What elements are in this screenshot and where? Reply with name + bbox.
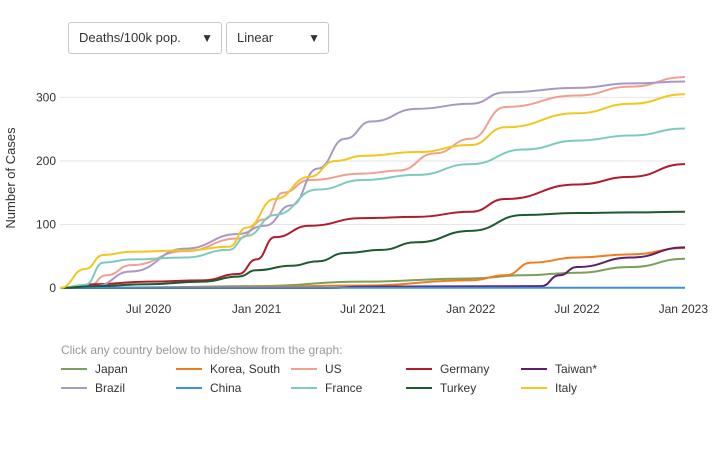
scale-select-value: Linear <box>237 30 274 45</box>
legend-label: China <box>210 381 242 395</box>
y-tick-label: 200 <box>36 154 56 168</box>
x-tick-label: Jan 2021 <box>232 302 282 316</box>
y-tick-label: 100 <box>36 217 56 231</box>
legend-swatch <box>521 367 547 370</box>
x-tick-label: Jul 2021 <box>340 302 386 316</box>
legend-item-china[interactable]: China <box>176 381 241 397</box>
legend-item-us[interactable]: US <box>291 362 342 378</box>
series-line-us[interactable] <box>59 76 686 289</box>
legend-hint: Click any country below to hide/show fro… <box>61 343 343 357</box>
legend-swatch <box>176 386 202 389</box>
series-line-korea-south[interactable] <box>59 246 686 289</box>
legend-label: Taiwan* <box>555 362 598 376</box>
metric-select-value: Deaths/100k pop. <box>79 30 181 45</box>
legend-label: Germany <box>440 362 490 376</box>
y-axis-label: Number of Cases <box>3 127 18 229</box>
metric-select[interactable]: Deaths/100k pop. ▼ <box>68 22 222 54</box>
legend-item-germany[interactable]: Germany <box>406 362 489 378</box>
y-tick-label: 300 <box>36 90 56 104</box>
legend-swatch <box>291 367 317 370</box>
legend-swatch <box>176 367 202 370</box>
legend-item-turkey[interactable]: Turkey <box>406 381 476 397</box>
scale-select[interactable]: Linear ▼ <box>226 22 329 54</box>
legend-item-taiwan[interactable]: Taiwan* <box>521 362 597 378</box>
legend-swatch <box>406 367 432 370</box>
line-chart: 0 100 200 300 Jul 2020 Jan 2021 Jul 2021 Jan 2… <box>3 76 709 316</box>
legend-label: Turkey <box>440 381 477 395</box>
series-line-italy[interactable] <box>59 93 686 289</box>
series-line-turkey[interactable] <box>59 210 686 289</box>
legend-swatch <box>406 386 432 389</box>
legend-item-france[interactable]: France <box>291 381 362 397</box>
x-tick-label: Jan 2022 <box>446 302 496 316</box>
chevron-down-icon: ▼ <box>201 31 213 45</box>
legend-label: Japan <box>95 362 128 376</box>
legend-label: Korea, South <box>210 362 281 376</box>
series-line-germany[interactable] <box>59 163 686 289</box>
legend-label: Brazil <box>95 381 126 395</box>
x-tick-label: Jan 2023 <box>659 302 709 316</box>
legend-label: US <box>325 362 342 376</box>
legend-label: Italy <box>555 381 578 395</box>
legend-label: France <box>325 381 363 395</box>
x-tick-label: Jul 2022 <box>554 302 600 316</box>
legend-swatch <box>521 386 547 389</box>
legend-item-italy[interactable]: Italy <box>521 381 577 397</box>
legend-item-brazil[interactable]: Brazil <box>61 381 125 397</box>
legend-swatch <box>61 386 87 389</box>
chevron-down-icon: ▼ <box>308 31 320 45</box>
legend-swatch <box>61 367 87 370</box>
series-line-brazil[interactable] <box>59 80 686 289</box>
legend-item-japan[interactable]: Japan <box>61 362 128 378</box>
legend-swatch <box>291 386 317 389</box>
y-tick-label: 0 <box>49 281 56 295</box>
x-tick-label: Jul 2020 <box>126 302 172 316</box>
legend-item-korea-south[interactable]: Korea, South <box>176 362 280 378</box>
series-line-france[interactable] <box>59 127 686 289</box>
